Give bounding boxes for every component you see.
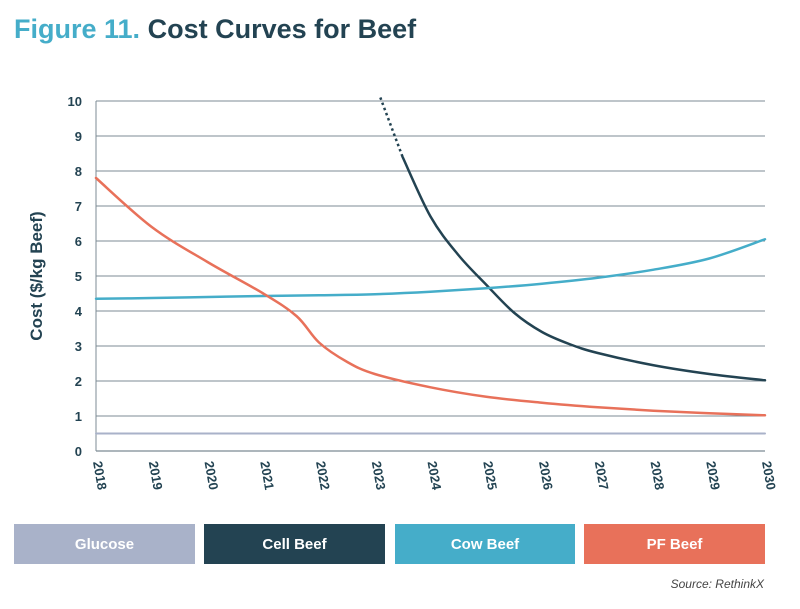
figure-number: Figure 11.: [14, 14, 141, 44]
x-tick-2020: 2020: [202, 460, 222, 491]
y-tick-3: 3: [75, 339, 82, 354]
legend-item-pf-beef: PF Beef: [584, 524, 765, 564]
x-tick-2025: 2025: [480, 460, 500, 491]
x-tick-2029: 2029: [703, 460, 723, 491]
axes: [95, 101, 765, 452]
series-pf-beef-line: [94, 176, 767, 417]
x-tick-2024: 2024: [425, 460, 445, 492]
y-tick-1: 1: [75, 409, 82, 424]
y-tick-7: 7: [75, 199, 82, 214]
series-cell-beef-dotted: [379, 97, 404, 158]
x-tick-2021: 2021: [257, 460, 277, 491]
y-tick-8: 8: [75, 164, 82, 179]
grid-lines: [96, 100, 765, 452]
series-cow-beef-line: [94, 238, 767, 300]
x-tick-2027: 2027: [592, 460, 612, 491]
x-tick-2022: 2022: [313, 460, 333, 491]
legend-item-glucose: Glucose: [14, 524, 195, 564]
legend-item-cow-beef: Cow Beef: [395, 524, 575, 564]
y-axis-label: Cost ($/kg Beef): [27, 211, 46, 340]
y-tick-0: 0: [75, 444, 82, 459]
x-tick-2026: 2026: [536, 460, 556, 491]
y-tick-labels: 0 1 2 3 4 5 6 7 8 9 10: [68, 94, 83, 459]
x-tick-2018: 2018: [90, 460, 110, 491]
series-cell-beef-line: [401, 155, 767, 382]
legend-item-cell-beef: Cell Beef: [204, 524, 385, 564]
x-tick-2023: 2023: [369, 460, 389, 491]
y-tick-9: 9: [75, 129, 82, 144]
x-tick-2028: 2028: [648, 460, 668, 491]
figure-title: Figure 11. Cost Curves for Beef: [14, 14, 416, 45]
x-tick-2019: 2019: [146, 460, 166, 491]
series-lines: [94, 97, 767, 435]
source-note: Source: RethinkX: [670, 577, 764, 591]
y-tick-5: 5: [75, 269, 82, 284]
y-tick-4: 4: [75, 304, 83, 319]
y-tick-10: 10: [68, 94, 82, 109]
y-tick-2: 2: [75, 374, 82, 389]
x-tick-2030: 2030: [759, 460, 779, 491]
x-tick-labels: 2018 2019 2020 2021 2022 2023 2024 2025 2026 2027…: [90, 460, 779, 492]
figure-title-text: Cost Curves for Beef: [147, 14, 417, 44]
y-tick-6: 6: [75, 234, 82, 249]
